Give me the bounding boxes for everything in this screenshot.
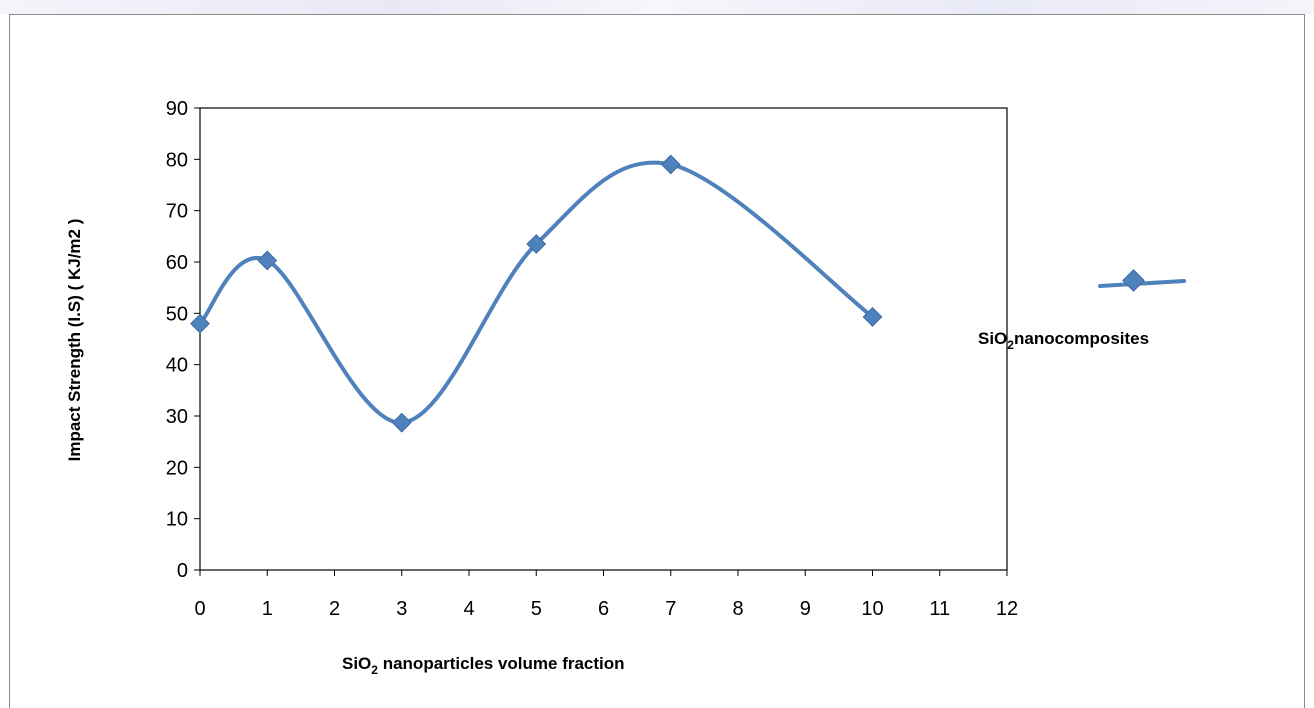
- data-point-marker: [526, 234, 547, 254]
- y-tick-label: 50: [166, 303, 188, 325]
- x-tick-label: 9: [800, 598, 811, 620]
- x-tick-label: 10: [861, 598, 883, 620]
- legend-label-suffix: nanocomposites: [1014, 329, 1149, 348]
- top-decorative-band: [0, 0, 1314, 14]
- y-tick-label: 20: [166, 457, 188, 479]
- x-tick-label: 7: [665, 598, 676, 620]
- legend-line-sample: [1098, 279, 1186, 288]
- data-point-marker: [257, 250, 278, 271]
- x-tick-label: 1: [262, 598, 273, 620]
- y-axis-tick-labels: 0 10 20 30 40 50 60 70 80 90: [166, 98, 188, 582]
- x-tick-label: 12: [996, 598, 1018, 620]
- y-tick-label: 60: [166, 252, 188, 274]
- legend-label: SiO2nanocomposites: [978, 329, 1149, 352]
- x-tick-label: 5: [531, 598, 542, 620]
- x-axis-title-subscript: 2: [371, 663, 378, 677]
- x-tick-label: 0: [194, 598, 205, 620]
- y-tick-label: 40: [166, 355, 188, 377]
- y-tick-label: 0: [177, 560, 188, 582]
- chart-axes: [194, 107, 1008, 576]
- x-axis-title: SiO2 nanoparticles volume fraction: [342, 654, 625, 677]
- y-tick-label: 80: [166, 149, 188, 171]
- x-tick-label: 11: [929, 598, 950, 620]
- x-tick-label: 3: [396, 598, 407, 620]
- x-axis-title-suffix: nanoparticles volume fraction: [378, 654, 625, 673]
- data-point-marker: [862, 307, 883, 327]
- y-tick-label: 70: [166, 201, 188, 223]
- x-tick-label: 4: [463, 598, 474, 620]
- y-tick-label: 30: [166, 406, 188, 428]
- series-layer: [190, 154, 883, 433]
- x-tick-label: 8: [732, 598, 743, 620]
- chart-frame: [9, 14, 1305, 708]
- data-point-marker: [190, 313, 210, 334]
- x-axis-title-prefix: SiO: [342, 654, 371, 673]
- series-line: [198, 160, 875, 425]
- x-tick-label: 6: [598, 598, 609, 620]
- y-tick-label: 90: [166, 98, 188, 120]
- legend: SiO2nanocomposites: [978, 269, 1186, 352]
- plot-area-border: [199, 107, 1008, 571]
- y-axis-title: Impact Strength (I.S) ( KJ/m2 ): [65, 219, 84, 462]
- x-tick-label: 2: [329, 598, 340, 620]
- y-tick-label: 10: [166, 509, 188, 531]
- data-point-marker: [391, 412, 412, 433]
- legend-marker-diamond: [1122, 269, 1145, 292]
- legend-label-prefix: SiO: [978, 329, 1007, 348]
- data-point-marker: [660, 154, 681, 175]
- legend-label-subscript: 2: [1007, 338, 1014, 352]
- x-axis-tick-labels: 0 1 2 3 4 5 6 7 8 9 10 11 12: [194, 598, 1018, 620]
